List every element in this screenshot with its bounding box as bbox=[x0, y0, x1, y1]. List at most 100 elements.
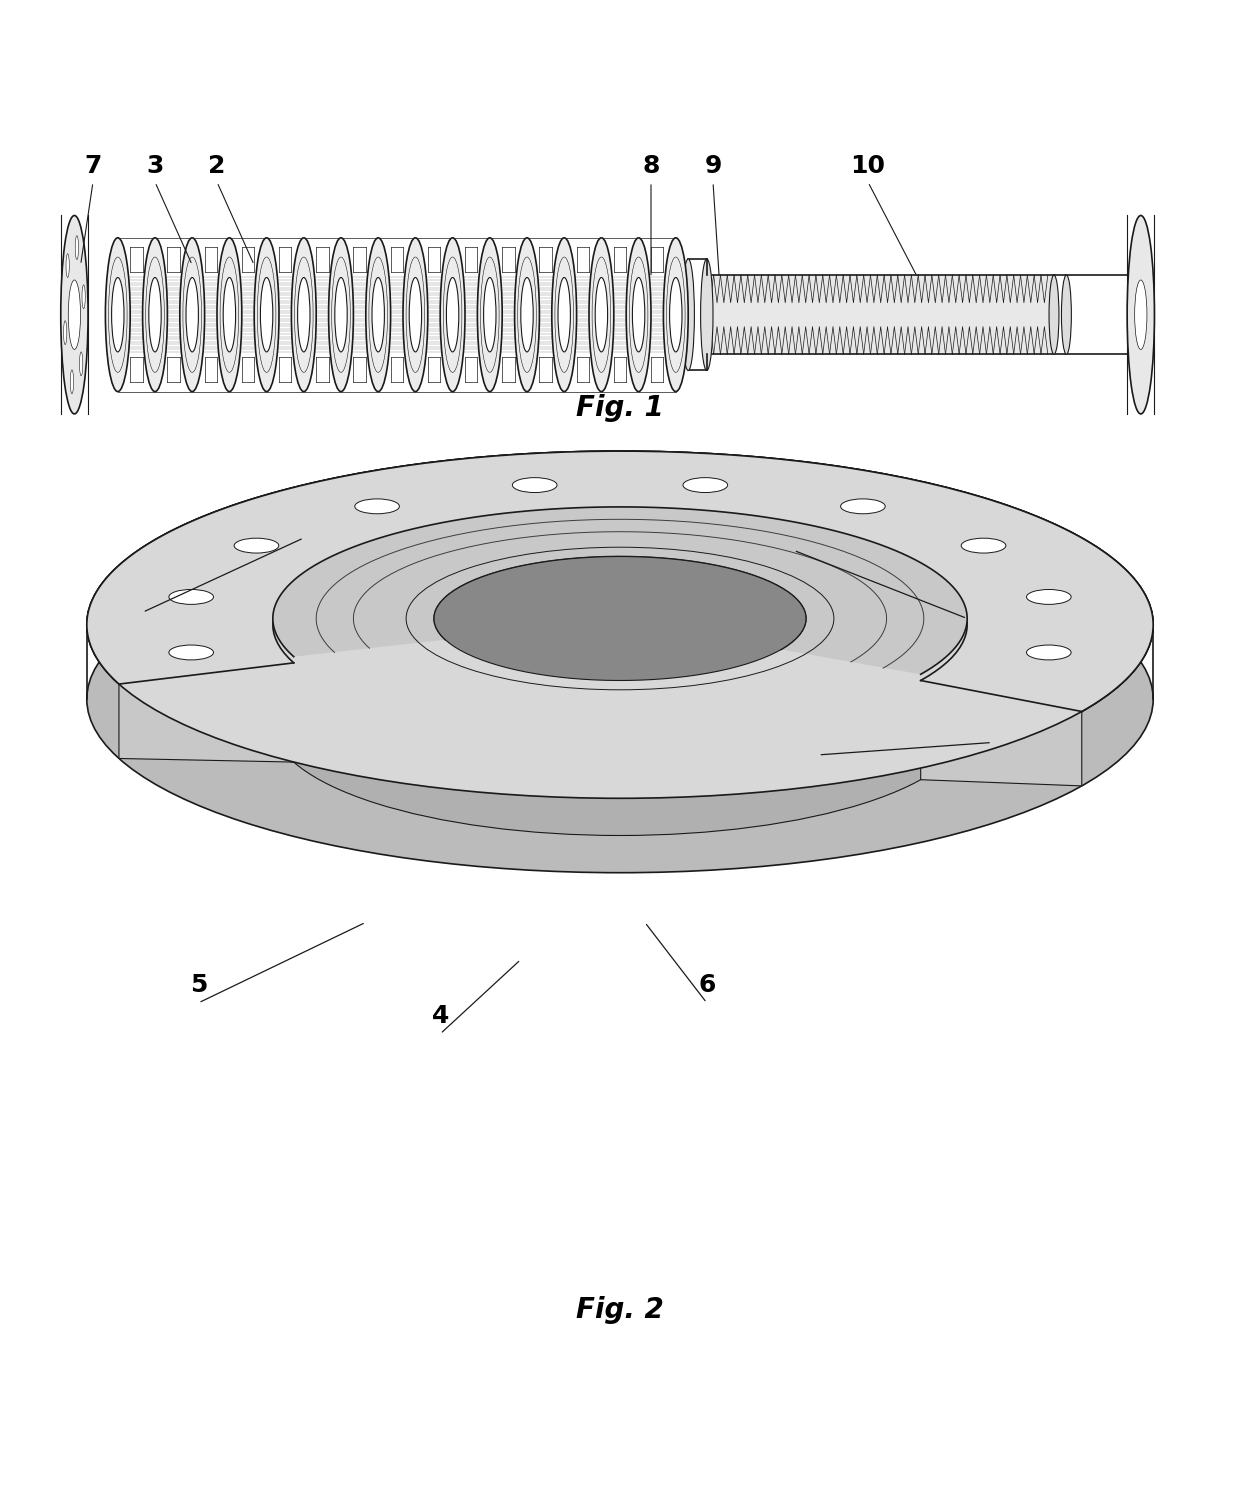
Ellipse shape bbox=[186, 278, 198, 352]
Ellipse shape bbox=[552, 238, 577, 392]
Ellipse shape bbox=[298, 278, 310, 352]
Ellipse shape bbox=[87, 451, 1153, 799]
Ellipse shape bbox=[1049, 275, 1059, 355]
Ellipse shape bbox=[595, 278, 608, 352]
Ellipse shape bbox=[670, 278, 682, 352]
Text: 3: 3 bbox=[959, 588, 976, 612]
Text: Fig. 1: Fig. 1 bbox=[577, 394, 663, 422]
Polygon shape bbox=[577, 621, 663, 631]
Ellipse shape bbox=[558, 278, 570, 352]
Ellipse shape bbox=[372, 278, 384, 352]
Ellipse shape bbox=[149, 278, 161, 352]
Ellipse shape bbox=[169, 590, 213, 604]
Ellipse shape bbox=[403, 238, 428, 392]
Text: 2: 2 bbox=[208, 154, 226, 178]
Ellipse shape bbox=[66, 254, 69, 278]
Ellipse shape bbox=[515, 238, 539, 392]
Text: 4: 4 bbox=[432, 1004, 449, 1028]
Ellipse shape bbox=[273, 506, 967, 731]
Polygon shape bbox=[920, 674, 1081, 786]
Ellipse shape bbox=[682, 258, 694, 370]
Text: 8: 8 bbox=[642, 154, 660, 178]
Ellipse shape bbox=[1135, 281, 1147, 349]
Text: 9: 9 bbox=[704, 154, 722, 178]
Ellipse shape bbox=[217, 238, 242, 392]
Ellipse shape bbox=[605, 729, 635, 748]
Ellipse shape bbox=[260, 278, 273, 352]
Ellipse shape bbox=[961, 696, 1006, 711]
Ellipse shape bbox=[355, 499, 399, 514]
Ellipse shape bbox=[82, 285, 86, 309]
Ellipse shape bbox=[841, 499, 885, 514]
Ellipse shape bbox=[63, 321, 67, 345]
Ellipse shape bbox=[335, 278, 347, 352]
Text: 10: 10 bbox=[851, 154, 885, 178]
Ellipse shape bbox=[1027, 590, 1071, 604]
Ellipse shape bbox=[1027, 590, 1071, 604]
Ellipse shape bbox=[273, 612, 967, 836]
Ellipse shape bbox=[61, 215, 88, 414]
Ellipse shape bbox=[68, 281, 81, 349]
Polygon shape bbox=[650, 662, 873, 723]
Ellipse shape bbox=[683, 478, 728, 493]
Ellipse shape bbox=[434, 618, 806, 742]
Ellipse shape bbox=[234, 538, 279, 552]
Text: 5: 5 bbox=[190, 973, 207, 996]
Text: Fig. 2: Fig. 2 bbox=[577, 1296, 663, 1325]
Ellipse shape bbox=[626, 238, 651, 392]
Ellipse shape bbox=[614, 567, 626, 575]
Ellipse shape bbox=[223, 278, 236, 352]
Ellipse shape bbox=[79, 352, 83, 376]
Ellipse shape bbox=[169, 644, 213, 659]
Ellipse shape bbox=[143, 238, 167, 392]
Text: 7: 7 bbox=[84, 154, 102, 178]
Ellipse shape bbox=[87, 526, 1153, 873]
Ellipse shape bbox=[841, 499, 885, 514]
Ellipse shape bbox=[841, 735, 885, 750]
Ellipse shape bbox=[477, 238, 502, 392]
Ellipse shape bbox=[961, 538, 1006, 552]
Polygon shape bbox=[583, 631, 657, 731]
Polygon shape bbox=[367, 662, 590, 723]
Ellipse shape bbox=[1061, 275, 1071, 355]
Ellipse shape bbox=[440, 238, 465, 392]
Ellipse shape bbox=[632, 567, 645, 575]
Ellipse shape bbox=[409, 278, 422, 352]
Ellipse shape bbox=[234, 538, 279, 552]
Ellipse shape bbox=[1127, 215, 1154, 414]
Ellipse shape bbox=[683, 478, 728, 493]
Ellipse shape bbox=[355, 735, 399, 750]
Ellipse shape bbox=[512, 478, 557, 493]
Text: 1: 1 bbox=[134, 582, 151, 606]
Ellipse shape bbox=[663, 238, 688, 392]
Ellipse shape bbox=[595, 567, 608, 575]
Ellipse shape bbox=[701, 258, 713, 370]
Ellipse shape bbox=[180, 238, 205, 392]
Ellipse shape bbox=[484, 278, 496, 352]
Ellipse shape bbox=[112, 278, 124, 352]
Ellipse shape bbox=[961, 538, 1006, 552]
Ellipse shape bbox=[76, 236, 78, 260]
Ellipse shape bbox=[87, 451, 1153, 799]
Ellipse shape bbox=[254, 238, 279, 392]
Ellipse shape bbox=[105, 238, 130, 392]
Ellipse shape bbox=[355, 499, 399, 514]
Ellipse shape bbox=[434, 569, 806, 693]
Ellipse shape bbox=[589, 238, 614, 392]
Ellipse shape bbox=[291, 238, 316, 392]
Polygon shape bbox=[273, 506, 967, 674]
Polygon shape bbox=[119, 656, 294, 762]
Text: 3: 3 bbox=[146, 154, 164, 178]
Ellipse shape bbox=[234, 696, 279, 711]
Polygon shape bbox=[434, 557, 806, 680]
Ellipse shape bbox=[169, 590, 213, 604]
Text: 6: 6 bbox=[698, 973, 715, 996]
Ellipse shape bbox=[632, 278, 645, 352]
Ellipse shape bbox=[71, 370, 73, 394]
Polygon shape bbox=[87, 451, 1153, 711]
Ellipse shape bbox=[1027, 644, 1071, 659]
Bar bbox=[707, 275, 1054, 355]
Text: 2: 2 bbox=[983, 713, 1001, 737]
Ellipse shape bbox=[512, 757, 557, 772]
Ellipse shape bbox=[1027, 644, 1071, 659]
